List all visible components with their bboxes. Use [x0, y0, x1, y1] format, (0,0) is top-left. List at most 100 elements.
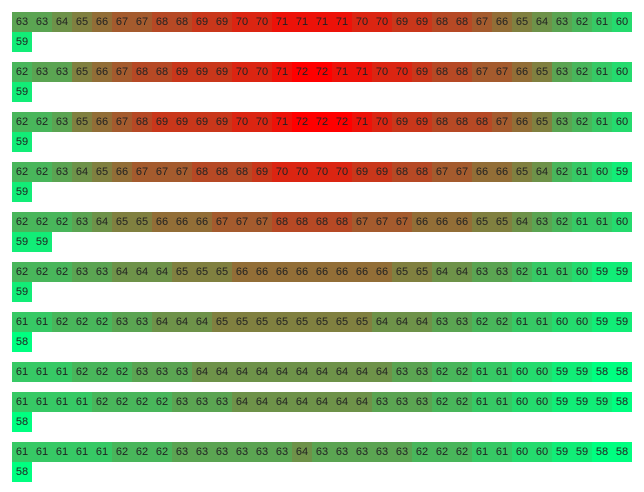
heatmap-cell: 69	[172, 112, 192, 132]
heatmap-cell: 58	[12, 332, 32, 352]
heatmap-cell: 67	[132, 162, 152, 182]
heatmap-cell: 72	[312, 112, 332, 132]
heatmap-cell: 69	[192, 112, 212, 132]
heatmap-cell: 65	[252, 312, 272, 332]
heatmap-cell: 66	[512, 112, 532, 132]
heatmap-cell: 65	[332, 312, 352, 332]
heatmap-cell: 69	[412, 12, 432, 32]
heatmap-cell: 70	[332, 162, 352, 182]
heatmap-cell: 61	[592, 112, 612, 132]
heatmap-cell: 63	[412, 392, 432, 412]
heatmap-cell: 58	[592, 442, 612, 462]
heatmap-cell: 59	[12, 82, 32, 102]
heatmap-cell: 60	[532, 392, 552, 412]
heatmap-cell: 68	[452, 112, 472, 132]
heatmap-cell: 71	[272, 112, 292, 132]
heatmap-cell: 66	[512, 62, 532, 82]
heatmap-cell: 63	[372, 442, 392, 462]
heatmap-cell: 63	[552, 112, 572, 132]
heatmap-cell: 65	[212, 312, 232, 332]
heatmap-cell: 61	[32, 442, 52, 462]
heatmap-cell: 69	[192, 62, 212, 82]
heatmap-cell: 64	[292, 442, 312, 462]
heatmap-cell: 62	[472, 312, 492, 332]
heatmap-cell: 63	[392, 392, 412, 412]
heatmap-cell: 66	[252, 262, 272, 282]
heatmap-cell: 66	[372, 262, 392, 282]
heatmap-cell: 61	[12, 442, 32, 462]
heatmap-cell: 68	[392, 162, 412, 182]
heatmap-cell: 66	[172, 212, 192, 232]
heatmap-cell: 61	[572, 212, 592, 232]
heatmap-cell: 59	[12, 182, 32, 202]
heatmap-cell: 71	[272, 62, 292, 82]
heatmap-cell: 64	[192, 312, 212, 332]
heatmap-cell: 61	[32, 312, 52, 332]
heatmap-cell: 65	[352, 312, 372, 332]
heatmap-cell: 70	[292, 162, 312, 182]
heatmap-cell: 62	[32, 162, 52, 182]
heatmap-cell: 69	[352, 162, 372, 182]
heatmap-cell: 69	[252, 162, 272, 182]
heatmap-cell: 65	[532, 112, 552, 132]
heatmap-cell: 66	[452, 212, 472, 232]
heatmap-cell: 68	[152, 12, 172, 32]
heatmap-cell: 64	[172, 312, 192, 332]
heatmap-cell: 64	[532, 12, 552, 32]
heatmap-cell: 59	[572, 362, 592, 382]
heatmap-cell: 67	[212, 212, 232, 232]
heatmap-cell: 60	[532, 442, 552, 462]
heatmap-cell: 68	[292, 212, 312, 232]
heatmap-cell: 64	[272, 392, 292, 412]
heatmap-cell: 59	[592, 262, 612, 282]
heatmap-cell: 62	[572, 12, 592, 32]
heatmap-cell: 64	[272, 362, 292, 382]
heatmap-cell: 69	[212, 112, 232, 132]
heatmap-cell: 61	[492, 362, 512, 382]
heatmap-cell: 66	[432, 212, 452, 232]
heatmap-cell: 71	[312, 12, 332, 32]
heatmap-cell: 63	[212, 442, 232, 462]
heatmap-cell: 67	[392, 212, 412, 232]
heatmap-cell: 63	[32, 12, 52, 32]
heatmap-cell: 61	[32, 362, 52, 382]
heatmap-cell: 70	[252, 112, 272, 132]
heatmap-cell: 61	[592, 62, 612, 82]
heatmap-cell: 61	[472, 392, 492, 412]
heatmap-cell: 61	[12, 392, 32, 412]
heatmap-cell: 66	[232, 262, 252, 282]
heatmap-cell: 64	[332, 362, 352, 382]
heatmap-cell: 58	[612, 362, 632, 382]
heatmap-cell: 62	[12, 262, 32, 282]
heatmap-cell: 61	[472, 442, 492, 462]
heatmap-cell: 66	[92, 12, 112, 32]
heatmap-cell: 66	[492, 12, 512, 32]
heatmap-row: 63 63 64 65 66 67 67 68 68 69 69 70 70 71 71 71 71 70 70 69…	[12, 12, 632, 52]
heatmap-cell: 63	[12, 12, 32, 32]
heatmap-cell: 62	[72, 312, 92, 332]
heatmap-cell: 62	[112, 442, 132, 462]
heatmap-cell: 64	[532, 162, 552, 182]
heatmap-cell: 63	[52, 62, 72, 82]
heatmap-cell: 63	[252, 442, 272, 462]
heatmap-cell: 62	[32, 262, 52, 282]
heatmap-cell: 62	[152, 392, 172, 412]
heatmap-cell: 66	[412, 212, 432, 232]
heatmap-cell: 62	[492, 312, 512, 332]
heatmap-cell: 64	[432, 262, 452, 282]
heatmap-cell: 70	[352, 12, 372, 32]
heatmap-row: 61 61 61 61 61 62 62 62 63 63 63 63 63 63 64 63 63 63 63 63…	[12, 442, 632, 482]
heatmap-cell: 66	[492, 162, 512, 182]
heatmap-cell: 68	[432, 112, 452, 132]
heatmap-cell: 59	[572, 442, 592, 462]
heatmap-cell: 67	[492, 62, 512, 82]
heatmap-cell: 61	[52, 362, 72, 382]
heatmap-cell: 65	[212, 262, 232, 282]
heatmap-cell: 62	[52, 262, 72, 282]
heatmap-cell: 59	[572, 392, 592, 412]
heatmap-cell: 65	[132, 212, 152, 232]
heatmap-cell: 68	[232, 162, 252, 182]
heatmap-cell: 59	[12, 282, 32, 302]
heatmap-cell: 60	[512, 392, 532, 412]
heatmap-cell: 65	[412, 262, 432, 282]
